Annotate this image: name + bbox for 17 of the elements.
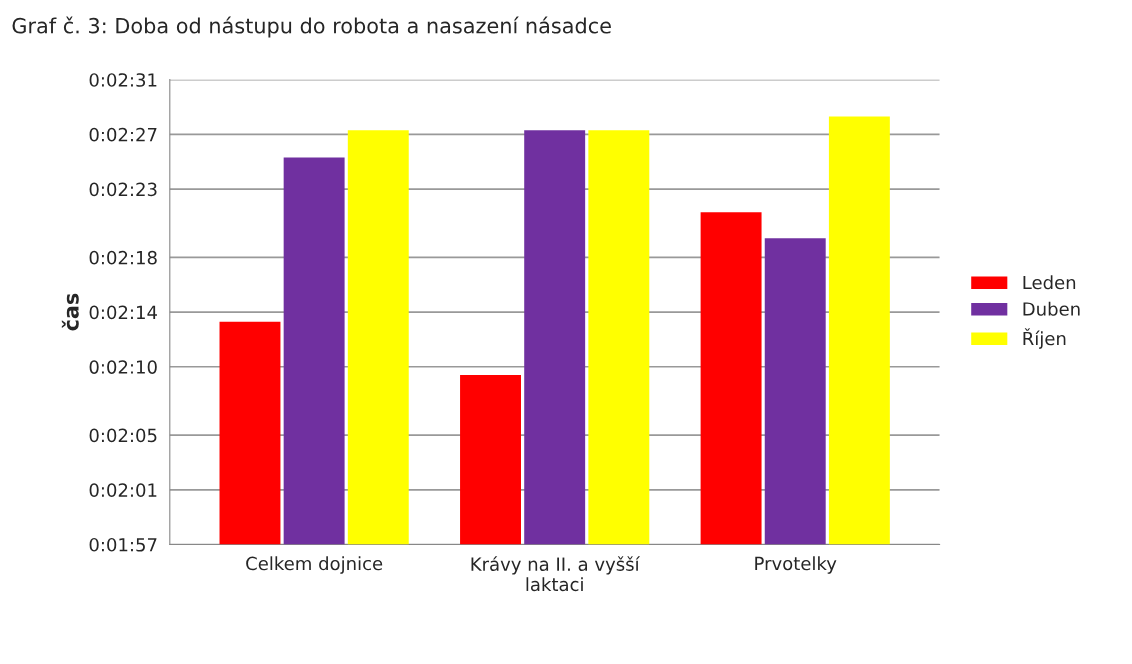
y-tick-label: 0:02:27	[89, 127, 157, 142]
legend-label: Říjen	[1023, 328, 1066, 349]
x-tick-label: Celkem dojnice	[246, 556, 383, 574]
y-tick-label: 0:02:23	[89, 182, 157, 197]
legend-label: Leden	[1023, 275, 1076, 290]
y-tick-label: 0:02:01	[89, 483, 157, 497]
y-tick-label: 0:02:14	[89, 305, 157, 320]
y-tick-label: 0:02:05	[89, 428, 157, 443]
y-tick-label: 0:02:18	[89, 250, 157, 265]
y-axis-title: čas	[61, 293, 79, 331]
legend-label: Duben	[1023, 301, 1080, 316]
chart-title: Graf č. 3: Doba od nástupu do robota a nasazení násadce	[12, 16, 611, 38]
y-tick-label: 0:02:31	[89, 73, 157, 87]
y-tick-label: 0:02:10	[89, 360, 157, 374]
x-tick-label: Prvotelky	[755, 556, 837, 574]
x-tick-label: Krávy na II. a vyšší laktaci	[471, 556, 641, 592]
y-tick-label: 0:01:57	[89, 537, 157, 552]
